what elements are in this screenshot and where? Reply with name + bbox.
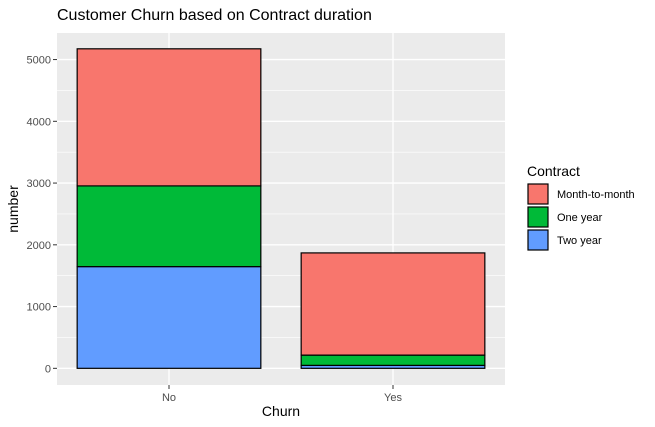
bar-yes-one-year	[300, 354, 486, 366]
bar-yes-month-to-month	[300, 252, 486, 356]
bar-no-one-year	[76, 185, 262, 268]
legend: Contract Month-to-month One year Two year	[527, 163, 635, 251]
y-axis-label: number	[5, 185, 21, 233]
y-tick-label: 4000	[27, 116, 51, 128]
legend-title: Contract	[527, 163, 580, 179]
legend-label: One year	[557, 212, 603, 224]
legend-label: Month-to-month	[557, 189, 635, 201]
y-tick-label: 1000	[27, 302, 51, 314]
x-tick-label: No	[162, 392, 176, 404]
bar-no-two-year	[76, 266, 262, 369]
y-tick-label: 5000	[27, 55, 51, 67]
legend-key-two-year	[527, 229, 549, 251]
x-axis-label: Churn	[262, 403, 300, 419]
legend-key-month-to-month	[527, 183, 549, 205]
x-axis: No Yes	[162, 385, 402, 404]
legend-label: Two year	[557, 235, 602, 247]
y-tick-label: 0	[45, 363, 51, 375]
bar-no-month-to-month	[76, 48, 262, 187]
x-tick-label: Yes	[384, 392, 402, 404]
y-axis: 0 1000 2000 3000 4000 5000	[27, 55, 57, 375]
y-tick-label: 2000	[27, 240, 51, 252]
bar-stacks	[76, 48, 486, 369]
chart-title: Customer Churn based on Contract duratio…	[57, 7, 372, 24]
y-tick-label: 3000	[27, 178, 51, 190]
legend-key-one-year	[527, 206, 549, 228]
